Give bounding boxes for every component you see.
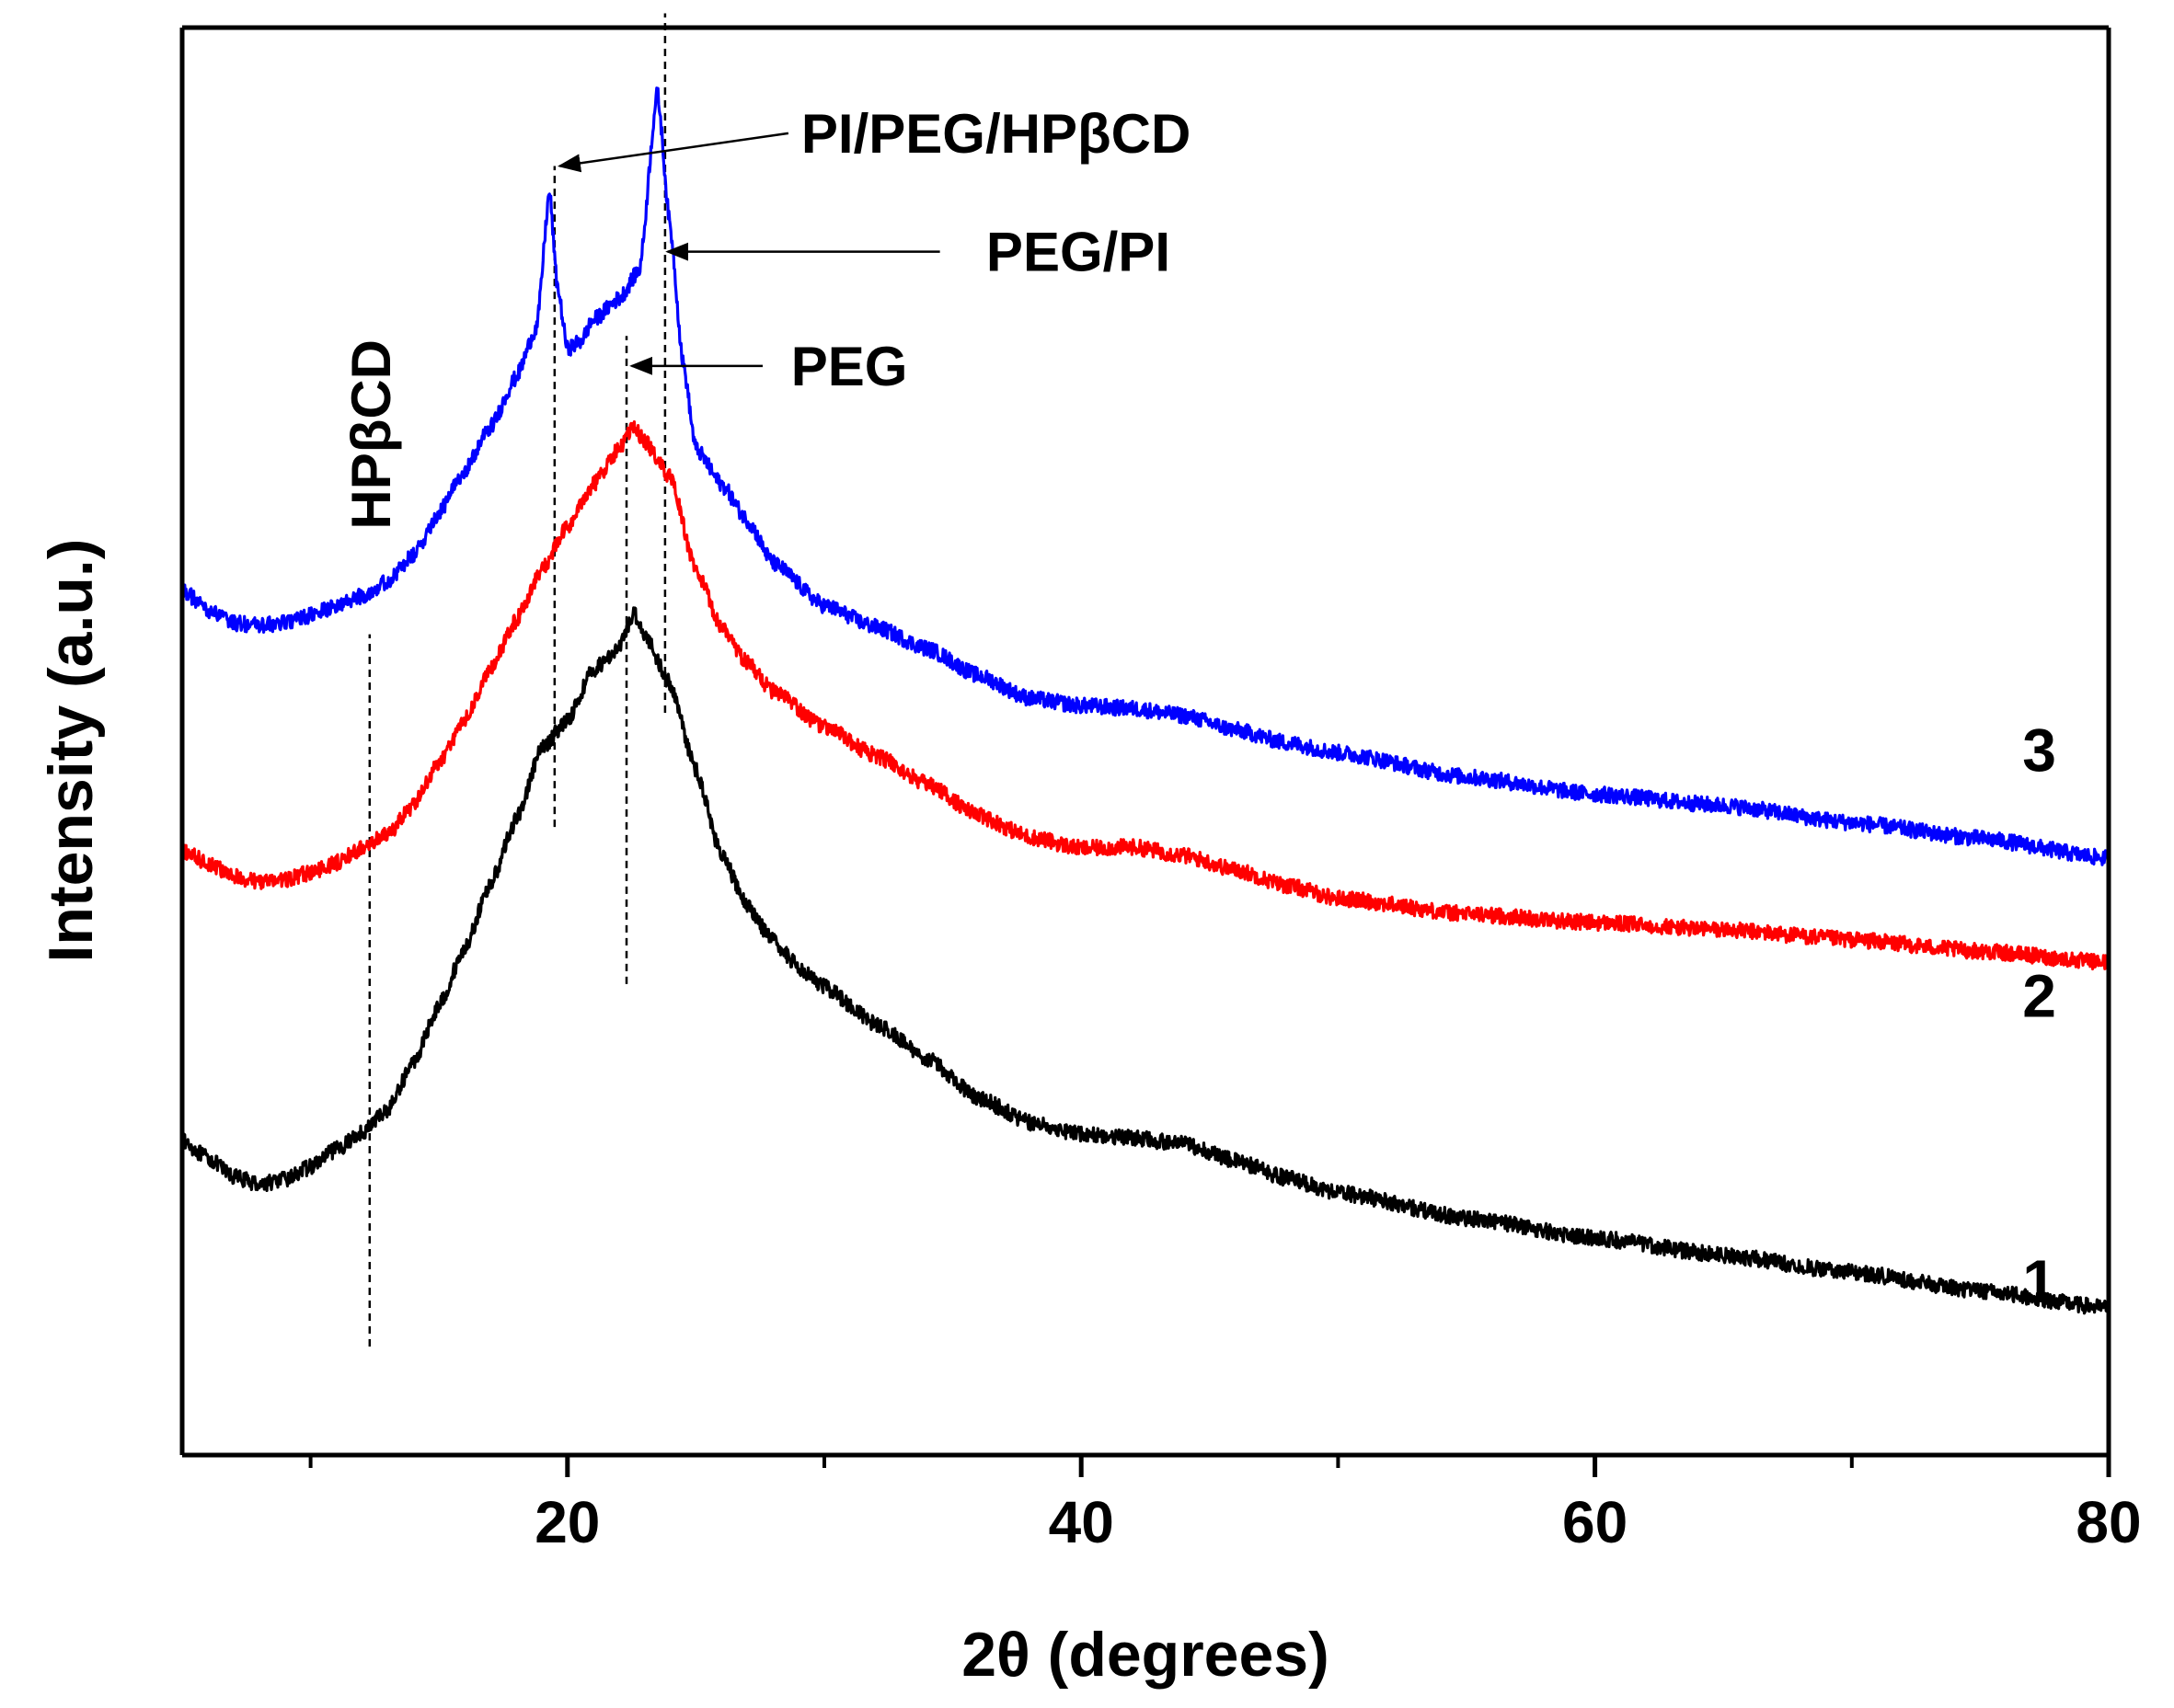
annotation-label: PEG/PI: [986, 222, 1170, 283]
reference-lines: [368, 13, 667, 1347]
series-line-3: [180, 86, 2111, 867]
series-label-1: 1: [2022, 1247, 2056, 1315]
series-label-3: 3: [2022, 716, 2056, 785]
x-tick-label: 40: [1049, 1489, 1114, 1555]
x-tick-label: 80: [2076, 1489, 2141, 1555]
y-axis-title: Intensity (a.u.): [36, 539, 106, 963]
annotation-arrow: [557, 132, 789, 173]
series-label-2: 2: [2022, 962, 2056, 1030]
series-line-1: [180, 606, 2111, 1315]
x-tick-label: 60: [1562, 1489, 1628, 1555]
x-ticks: 20 40 60 80: [308, 1455, 2142, 1555]
series-labels: 1 2 3: [2022, 716, 2056, 1315]
x-tick-label: 20: [535, 1489, 600, 1555]
annotation-label: PEG: [791, 336, 908, 397]
x-axis-title: 2θ (degrees): [961, 1620, 1329, 1690]
annotation-label: PI/PEG/HPβCD: [801, 103, 1191, 165]
axes-frame: [179, 25, 2111, 1458]
series-layer: [180, 86, 2111, 1315]
annotation-label: HPβCD: [340, 339, 402, 530]
annotations-layer: HPβCD PI/PEG/HPβCD PEG/PI PEG: [340, 103, 1191, 530]
series-line-2: [180, 420, 2111, 971]
